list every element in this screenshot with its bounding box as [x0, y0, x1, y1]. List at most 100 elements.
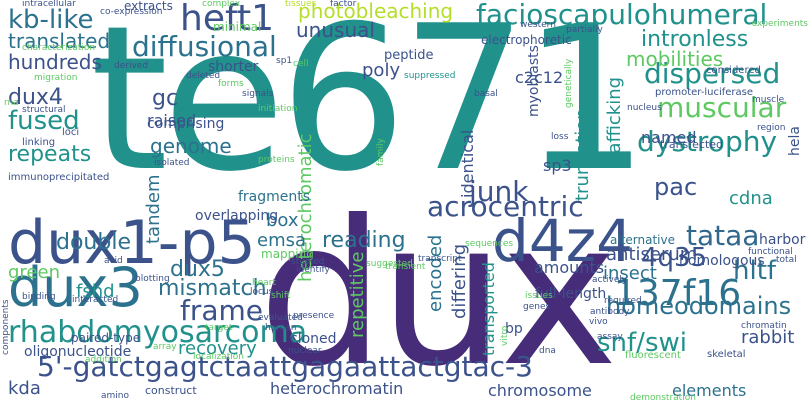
word-mobilities: mobilities	[626, 47, 724, 71]
word-actively: actively	[592, 275, 628, 285]
word-minimal: minimal	[213, 20, 262, 34]
word-promoter-luciferase: promoter-luciferase	[655, 87, 754, 98]
word-fragments: fragments	[238, 189, 311, 205]
word-vivo: vivo	[589, 317, 608, 327]
word-forms: forms	[218, 79, 244, 89]
word-basal: basal	[474, 89, 498, 99]
word-cdna: cdna	[729, 188, 773, 209]
word-frame: frame	[180, 294, 264, 327]
word-deleted: deleted	[186, 71, 221, 81]
word-initiation: initiation	[258, 104, 298, 114]
word-transient: transient	[385, 262, 426, 272]
word-trafficking: trafficking	[604, 76, 625, 168]
word-dux3: dux3	[8, 256, 143, 319]
word-green: green	[8, 262, 60, 283]
word-c2c12: c2c12	[515, 68, 564, 87]
word-loci: loci	[62, 127, 80, 138]
word-derived: derived	[114, 61, 149, 71]
word-hltf: hltf	[733, 256, 777, 286]
word-heart: heart	[252, 278, 276, 288]
word-functional: functional	[748, 247, 793, 257]
word-dna: dna	[539, 346, 556, 356]
word-amounts: amounts	[534, 258, 605, 277]
word-dystrophy: dystrophy	[637, 125, 778, 158]
word-genetically: genetically	[564, 58, 574, 108]
word-antibody: antibody	[590, 307, 630, 317]
word-fluorescent: fluorescent	[625, 350, 681, 361]
word-encoded: encoded	[425, 234, 446, 312]
word-dux5: dux5	[170, 257, 225, 282]
word-electrophoretic: electrophoretic	[481, 33, 572, 47]
word-137f16: 137f16	[614, 273, 742, 314]
word-dux1-p5: dux1-p5	[8, 208, 256, 278]
word-translated: translated	[8, 29, 111, 53]
word-facioscapulohumeral: facioscapulohumeral	[476, 0, 768, 31]
word-truncation: truncation	[572, 108, 593, 201]
word-dux4: dux4	[8, 85, 63, 110]
word-identical: identical	[458, 129, 477, 198]
word-antiserum: antiserum	[606, 244, 698, 265]
word-genes: genes	[523, 302, 551, 312]
word-emsa: emsa	[257, 230, 307, 251]
word-mapping: mapping	[261, 247, 314, 261]
word-mismatch: mismatch	[158, 276, 267, 301]
word-insect: insect	[603, 263, 657, 284]
word-demonstration: demonstration	[630, 393, 696, 403]
word-oligonucleotide: oligonucleotide	[24, 344, 132, 360]
word-gc: gc	[152, 86, 179, 111]
word-amino: amino	[101, 391, 129, 401]
word-snf-swi: snf/swi	[597, 328, 687, 358]
word-identify: identify	[296, 265, 330, 275]
word-probe-sequence: 5'-gatctgagtctaattgagaattactgtac-3	[37, 350, 533, 383]
word-skeletal: skeletal	[707, 349, 746, 360]
word-required: required	[604, 296, 642, 306]
word-4q35: 4q35	[641, 243, 708, 273]
word-alternative: alternative	[610, 233, 675, 247]
word-raised: raised	[147, 111, 197, 130]
word-fused: fused	[8, 106, 80, 136]
word-sp1: sp1	[276, 56, 293, 66]
word-factor: factor	[330, 0, 357, 9]
word-transcript: transcript	[418, 254, 462, 264]
word-kb-like: kb-like	[8, 5, 94, 35]
word-nucleus: nucleus	[627, 103, 662, 113]
word-array: array	[153, 342, 177, 352]
word-shorter: shorter	[208, 59, 259, 75]
word-shift: shift	[271, 291, 291, 301]
word-recovery: recovery	[178, 338, 257, 359]
word-junk: junk	[469, 175, 529, 208]
word-blotting: blotting	[135, 274, 170, 284]
word-western: western	[520, 20, 556, 30]
word-components: components	[1, 299, 11, 355]
word-complex: complex	[202, 0, 241, 9]
word-named: named	[641, 128, 697, 147]
word-locus: locus	[250, 287, 274, 297]
word-rhabdomyosarcoma: rhabdomyosarcoma	[8, 315, 308, 350]
word-hela: hela	[787, 126, 803, 156]
word-transfected: transfected	[660, 138, 724, 151]
word-diffusional: diffusional	[132, 30, 277, 63]
word-homologous: homologous	[679, 253, 765, 269]
word-sequences: sequences	[465, 239, 514, 249]
word-elements: elements	[672, 381, 747, 400]
word-immunoprecipitated: immunoprecipitated	[8, 172, 110, 183]
word-considered: considered	[706, 65, 761, 76]
word-binding: binding	[22, 292, 56, 302]
word-presence: presence	[293, 311, 335, 321]
word-interacted: interacted	[72, 295, 119, 305]
word-poly: poly	[362, 60, 401, 81]
word-genome: genome	[150, 134, 232, 158]
word-full-length: full-length	[535, 286, 607, 302]
word-heterochromatin: heterochromatin	[270, 379, 404, 398]
word-proteins: proteins	[258, 155, 295, 165]
word-co-expression: co-expression	[100, 7, 163, 17]
word-rabbit: rabbit	[741, 327, 795, 348]
word-evaluated: evaluated	[258, 313, 303, 323]
word-repetitive: repetitive	[347, 251, 368, 338]
word-pac: pac	[654, 173, 698, 201]
word-chromosome: chromosome	[488, 381, 592, 400]
word-bp: bp	[505, 321, 523, 337]
word-dux: dux	[258, 178, 618, 404]
word-overlapping: overlapping	[195, 208, 279, 224]
